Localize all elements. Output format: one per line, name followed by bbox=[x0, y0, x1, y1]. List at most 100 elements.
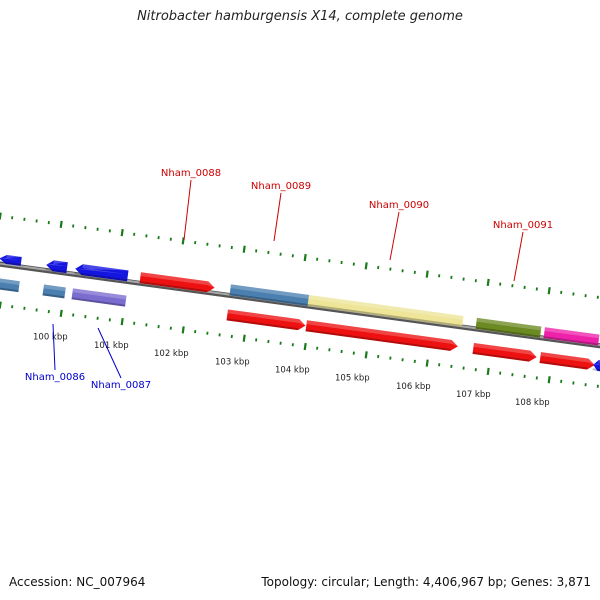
lower-major-tick bbox=[181, 326, 185, 334]
upper-minor-tick bbox=[230, 245, 233, 250]
gene-feature-12-shade bbox=[472, 351, 530, 362]
upper-minor-tick bbox=[511, 284, 514, 288]
gene-label-nham_0086-leader bbox=[52, 323, 56, 371]
lower-minor-tick bbox=[474, 368, 477, 372]
gene-nham_0086-shade bbox=[74, 272, 128, 282]
gene-feature-14-shape bbox=[539, 352, 595, 370]
scale-label: 103 kbp bbox=[215, 357, 250, 367]
upper-minor-tick bbox=[352, 262, 355, 266]
gene-nham_0087-shade bbox=[71, 297, 126, 307]
upper-minor-tick bbox=[133, 232, 136, 236]
gene-nham_0086 bbox=[74, 264, 129, 282]
lower-minor-tick bbox=[11, 305, 14, 309]
upper-minor-tick bbox=[499, 282, 502, 286]
gene-label-nham_0091: Nham_0091 bbox=[493, 220, 553, 231]
gene-feature-8 bbox=[226, 309, 306, 331]
gene-label-nham_0086: Nham_0086 bbox=[25, 372, 85, 383]
lower-minor-tick bbox=[584, 383, 587, 387]
gene-feature-12 bbox=[472, 343, 537, 362]
gene-feature-14-highlight bbox=[540, 352, 595, 365]
gene-feature-14 bbox=[539, 352, 595, 370]
upper-minor-tick bbox=[450, 275, 453, 280]
gene-feature-0 bbox=[0, 254, 22, 266]
upper-minor-tick bbox=[572, 292, 575, 296]
lower-minor-tick bbox=[328, 348, 331, 352]
gene-feature-0-shape bbox=[0, 254, 22, 266]
lower-minor-tick bbox=[47, 309, 50, 314]
lower-minor-tick bbox=[389, 356, 392, 360]
gene-label-nham_0089: Nham_0089 bbox=[251, 181, 311, 192]
lower-minor-tick bbox=[133, 321, 136, 325]
upper-minor-tick bbox=[206, 242, 209, 246]
upper-major-tick bbox=[0, 212, 2, 220]
gene-nham_0090-shade bbox=[307, 303, 463, 327]
scale-label: 107 kbp bbox=[456, 390, 491, 400]
gene-label-nham_0090-leader bbox=[389, 211, 400, 261]
upper-minor-tick bbox=[438, 274, 441, 278]
gene-nham_0088-shape bbox=[139, 272, 215, 293]
gene-feature-10-shape bbox=[305, 320, 458, 351]
upper-major-tick bbox=[547, 287, 551, 295]
upper-major-tick bbox=[242, 245, 246, 253]
gene-feature-12-highlight bbox=[473, 343, 537, 358]
gene-nham_0089 bbox=[229, 284, 310, 306]
upper-minor-tick bbox=[291, 254, 294, 258]
gene-nham_0087-highlight bbox=[72, 288, 127, 300]
lower-minor-tick bbox=[169, 326, 172, 330]
lower-minor-tick bbox=[218, 333, 221, 337]
upper-minor-tick bbox=[328, 259, 331, 263]
lower-minor-tick bbox=[23, 306, 26, 310]
upper-minor-tick bbox=[584, 294, 587, 298]
gene-nham_0087 bbox=[71, 288, 127, 307]
map-title: Nitrobacter hamburgensis X14, complete g… bbox=[137, 9, 463, 24]
gene-feature-15-shade bbox=[592, 368, 600, 372]
lower-minor-tick bbox=[377, 354, 380, 359]
scale-label: 100 kbp bbox=[33, 333, 68, 343]
gene-label-nham_0089-leader bbox=[273, 192, 282, 242]
upper-minor-tick bbox=[596, 295, 599, 299]
lower-minor-tick bbox=[450, 364, 453, 369]
scale-labels: 100 kbp 101 kbp 102 kbp 103 kbp 104 kbp 105 k… bbox=[33, 333, 550, 409]
gene-feature-8-shape bbox=[226, 309, 306, 331]
gene-feature-3-shape bbox=[42, 284, 66, 299]
upper-major-tick bbox=[120, 229, 124, 237]
lower-major-tick bbox=[59, 309, 63, 317]
accession-text: Accession: NC_007964 bbox=[9, 575, 146, 589]
gene-nham_0088-shade bbox=[139, 281, 208, 293]
upper-minor-tick bbox=[157, 235, 160, 240]
lower-minor-tick bbox=[279, 341, 282, 345]
gene-nham_0088 bbox=[139, 272, 215, 293]
lower-minor-tick bbox=[35, 308, 38, 312]
gene-feature-13-highlight bbox=[544, 327, 600, 339]
upper-major-tick bbox=[59, 220, 63, 228]
lower-tick-track bbox=[0, 301, 599, 388]
upper-minor-tick bbox=[47, 220, 50, 225]
gene-feature-14-shade bbox=[539, 361, 588, 370]
gene-feature-13-shade bbox=[543, 336, 599, 346]
lower-minor-tick bbox=[438, 363, 441, 367]
gene-feature-1-highlight bbox=[0, 278, 20, 285]
upper-minor-tick bbox=[389, 267, 392, 271]
lower-minor-tick bbox=[108, 318, 111, 322]
lower-major-tick bbox=[0, 301, 2, 309]
scale-label: 102 kbp bbox=[154, 349, 189, 359]
lower-minor-tick bbox=[291, 343, 294, 347]
lower-major-tick bbox=[547, 376, 551, 384]
gene-nham_0088-highlight bbox=[140, 272, 215, 288]
gene-nham_0089-shade bbox=[229, 293, 309, 306]
lower-minor-tick bbox=[511, 373, 514, 377]
gene-feature-1 bbox=[0, 278, 20, 293]
gene-nham_0091-highlight bbox=[476, 317, 542, 331]
gene-features bbox=[0, 254, 600, 372]
lower-minor-tick bbox=[267, 339, 270, 344]
gene-feature-3 bbox=[42, 284, 66, 299]
upper-minor-tick bbox=[145, 234, 148, 238]
gene-nham_0086-shape bbox=[75, 264, 129, 282]
gene-feature-2 bbox=[45, 260, 68, 274]
gene-nham_0089-highlight bbox=[230, 284, 310, 299]
scale-label: 108 kbp bbox=[515, 398, 550, 408]
lower-minor-tick bbox=[72, 313, 75, 317]
lower-major-tick bbox=[425, 359, 429, 367]
gene-feature-12-shape bbox=[472, 343, 537, 362]
